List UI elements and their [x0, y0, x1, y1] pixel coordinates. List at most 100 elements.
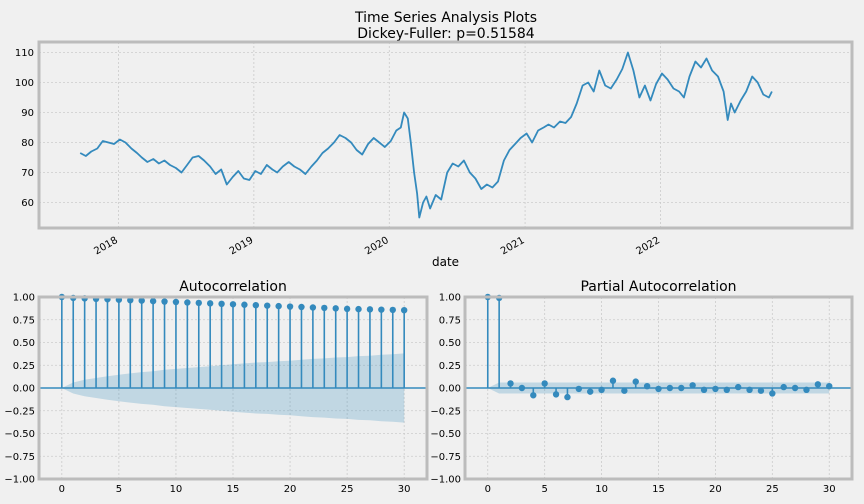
lag-marker: [643, 382, 651, 390]
y-tick-label: 70: [21, 168, 34, 179]
plot-border: [463, 295, 854, 481]
lag-marker: [609, 377, 617, 384]
x-tick-label: 0: [59, 484, 65, 495]
y-tick-label: 0.75: [439, 315, 461, 326]
lag-marker: [332, 305, 339, 312]
x-tick-label: 30: [398, 484, 411, 495]
x-tick-label: 25: [341, 484, 354, 495]
x-tick-label: 10: [170, 484, 183, 495]
lag-marker: [598, 386, 605, 394]
lag-marker: [723, 386, 730, 394]
x-tick-label: 5: [541, 484, 547, 495]
lag-marker: [757, 387, 765, 394]
lag-marker: [552, 391, 560, 398]
time-series-panel: 60 70 80 90 100 110 2018 2019 2020 2021 2022 date: [15, 40, 854, 269]
plot-area: [39, 42, 852, 228]
lag-marker: [791, 384, 799, 392]
x-tick-label: 2022: [634, 235, 662, 257]
lag-marker: [241, 301, 248, 308]
y-tick-label: 0.50: [439, 338, 461, 349]
plot-border: [37, 295, 429, 481]
y-tick-label: 80: [21, 138, 34, 149]
lag-marker: [389, 306, 396, 314]
lag-marker: [366, 306, 374, 313]
y-tick-label: −1.00: [430, 475, 461, 486]
y-tick-label: 0.00: [13, 384, 35, 395]
y-tick-label: −0.75: [430, 452, 461, 463]
lag-marker: [666, 384, 674, 392]
y-tick-label: 100: [15, 78, 34, 89]
lag-marker: [184, 299, 191, 306]
x-tick-label: 5: [116, 484, 122, 495]
y-tick-label: 0.25: [13, 361, 35, 372]
lag-marker: [678, 384, 685, 392]
lag-marker: [712, 385, 719, 393]
x-tick-label: 2021: [499, 235, 527, 257]
lag-marker: [564, 393, 571, 401]
lag-marker: [655, 385, 662, 393]
lag-marker: [127, 296, 134, 304]
price-series-line: [79, 51, 773, 219]
lag-marker: [803, 386, 810, 394]
y-tick-label: 90: [21, 108, 34, 119]
x-tick-label: 0: [485, 484, 491, 495]
lag-marker: [378, 306, 385, 313]
y-tick-label: 0.75: [13, 315, 35, 326]
x-tick-label: 20: [709, 484, 722, 495]
lag-marker: [700, 386, 708, 394]
plot-border: [37, 40, 854, 230]
lag-marker: [587, 388, 594, 395]
lag-marker: [632, 378, 639, 385]
y-tick-label: −0.50: [430, 429, 461, 440]
lag-marker: [229, 301, 237, 308]
lag-marker: [518, 384, 526, 392]
lag-marker: [780, 383, 787, 391]
lag-marker: [769, 390, 776, 397]
lag-marker: [286, 303, 294, 310]
lag-marker: [575, 385, 583, 393]
lag-marker: [275, 302, 282, 310]
partial-autocorrelation-panel: −1.00 −0.75 −0.50 −0.25 0.00 0.25 0.50 0.75 1.00…: [430, 279, 854, 495]
lag-marker: [298, 303, 305, 311]
y-tick-label: −0.25: [430, 406, 461, 417]
lag-marker: [195, 299, 202, 307]
lag-marker: [400, 306, 408, 314]
lag-marker: [138, 297, 145, 304]
lag-marker: [161, 298, 168, 305]
x-tick-label: 2019: [228, 235, 256, 257]
lag-marker: [172, 298, 180, 306]
figure-subtitle: Dickey-Fuller: p=0.51584: [357, 26, 535, 42]
lag-marker: [530, 392, 537, 399]
y-tick-label: 0.50: [13, 338, 35, 349]
lag-marker: [814, 381, 822, 388]
panel-title: Autocorrelation: [179, 279, 287, 295]
y-tick-label: −1.00: [4, 475, 35, 486]
lag-marker: [252, 301, 260, 309]
y-tick-label: −0.25: [4, 406, 35, 417]
lag-marker: [309, 304, 317, 311]
lag-marker: [621, 387, 628, 394]
lag-marker: [689, 382, 696, 389]
x-tick-label: 10: [595, 484, 608, 495]
lag-marker: [343, 305, 351, 313]
lag-marker: [507, 380, 514, 387]
panel-title: Partial Autocorrelation: [580, 279, 736, 295]
x-axis-label: date: [432, 255, 459, 269]
x-tick-label: 2020: [363, 235, 391, 257]
lag-marker: [355, 305, 362, 313]
lag-marker: [734, 383, 742, 391]
y-tick-label: 60: [21, 198, 34, 209]
y-tick-label: −0.75: [4, 452, 35, 463]
lag-marker: [321, 304, 328, 312]
y-tick-label: 110: [15, 48, 34, 59]
y-tick-label: −0.50: [4, 429, 35, 440]
x-tick-label: 20: [284, 484, 297, 495]
lag-marker: [746, 386, 753, 394]
x-tick-label: 15: [652, 484, 665, 495]
y-tick-label: 0.25: [439, 361, 461, 372]
y-tick-label: 1.00: [439, 293, 461, 304]
y-tick-label: 0.00: [439, 384, 461, 395]
x-tick-label: 30: [823, 484, 836, 495]
lag-marker: [541, 380, 548, 387]
lag-marker: [826, 382, 833, 390]
